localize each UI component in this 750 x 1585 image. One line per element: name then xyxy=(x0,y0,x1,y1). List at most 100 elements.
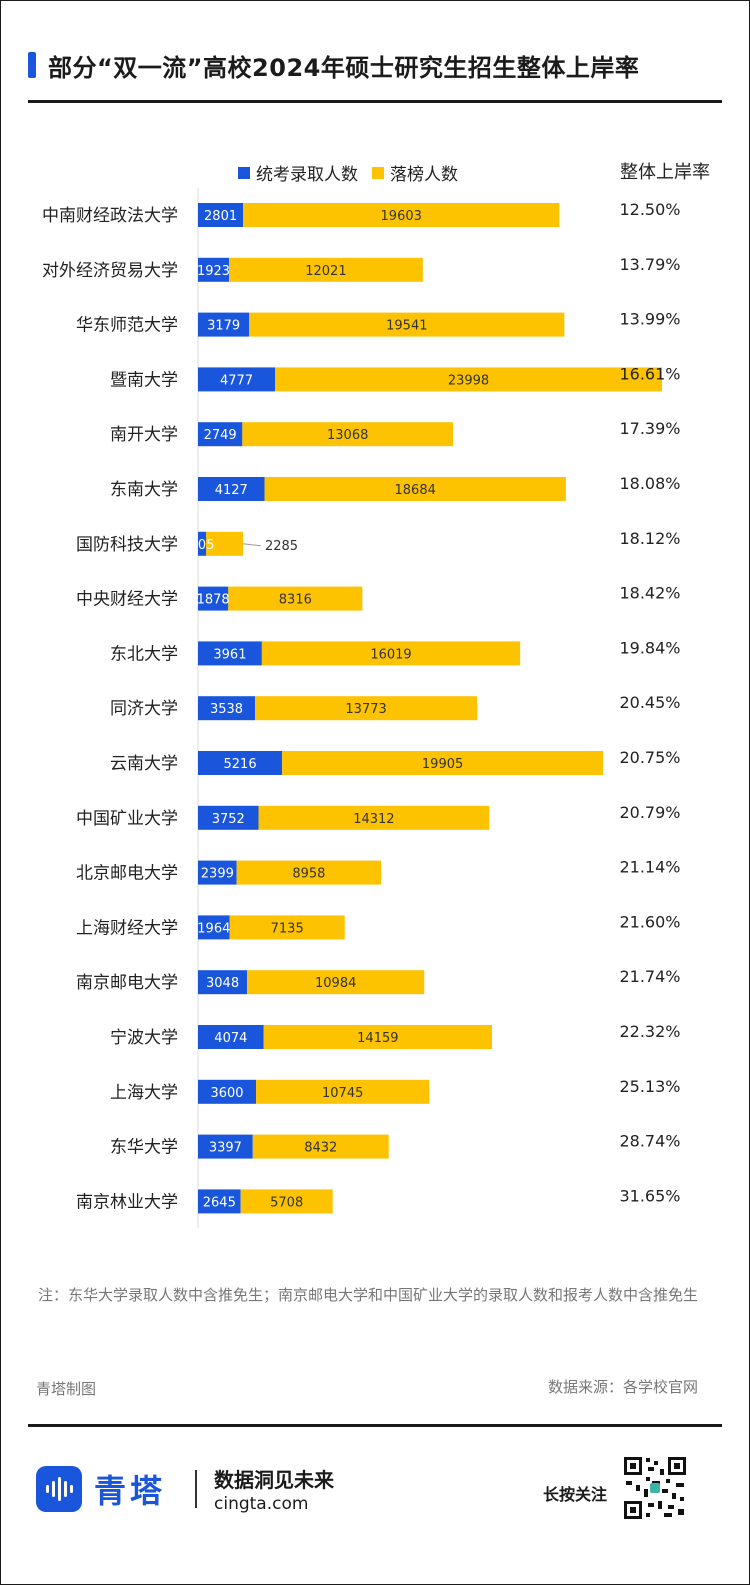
rate-value-4: 17.39% xyxy=(619,419,680,438)
follow-prompt: 长按关注 xyxy=(543,1485,608,1504)
category-label-0: 中南财经政法大学 xyxy=(42,206,178,226)
rate-value-17: 28.74% xyxy=(619,1132,680,1151)
data-label-rejected-15: 14159 xyxy=(357,1031,398,1046)
maker-credit: 青塔制图 xyxy=(36,1380,97,1398)
bar-admitted-17 xyxy=(198,1134,253,1159)
bar-admitted-16 xyxy=(198,1079,257,1104)
data-source: 数据来源：各学校官网 xyxy=(547,1378,698,1396)
rate-value-16: 25.13% xyxy=(619,1077,680,1096)
bar-admitted-11 xyxy=(198,805,259,830)
data-label-rejected-14: 10984 xyxy=(315,976,356,991)
bar-admitted-0 xyxy=(198,203,244,227)
rate-value-13: 21.60% xyxy=(619,912,680,931)
bar-admitted-10 xyxy=(198,751,283,775)
legend-swatch-rejected xyxy=(372,166,384,179)
data-label-rejected-3: 23998 xyxy=(448,373,489,388)
bar-rejected-9 xyxy=(255,696,478,721)
data-label-rejected-0: 19603 xyxy=(381,209,422,224)
data-label-admitted-7: 1878 xyxy=(197,593,230,608)
data-label-admitted-4: 2749 xyxy=(204,428,237,443)
data-label-rejected-8: 16019 xyxy=(370,647,411,662)
legend-label-rejected: 落榜人数 xyxy=(390,165,458,185)
bar-rejected-12 xyxy=(236,860,382,885)
rate-value-10: 20.75% xyxy=(619,748,680,767)
bar-rejected-10 xyxy=(282,751,604,775)
bar-admitted-5 xyxy=(198,477,265,501)
data-label-rejected-1: 12021 xyxy=(305,264,346,279)
data-label-rejected-10: 19905 xyxy=(422,757,463,772)
rate-value-11: 20.79% xyxy=(619,803,680,822)
bar-rejected-5 xyxy=(264,477,566,501)
data-label-admitted-15: 4074 xyxy=(214,1031,247,1046)
bar-rejected-6 xyxy=(206,531,243,556)
bar-admitted-12 xyxy=(198,860,237,885)
data-label-rejected-4: 13068 xyxy=(327,428,368,443)
bar-admitted-2 xyxy=(198,312,250,337)
top-divider xyxy=(28,100,722,103)
bar-admitted-14 xyxy=(198,970,248,995)
bar-rejected-17 xyxy=(252,1134,389,1159)
brand-domain: cingta.com xyxy=(214,1494,309,1514)
data-label-admitted-17: 3397 xyxy=(209,1141,242,1156)
bar-rejected-8 xyxy=(261,641,521,666)
footer-divider xyxy=(28,1424,722,1427)
rate-value-1: 13.79% xyxy=(619,255,680,274)
bar-admitted-4 xyxy=(198,422,243,447)
category-label-1: 对外经济贸易大学 xyxy=(42,261,178,281)
data-label-rejected-17: 8432 xyxy=(304,1141,337,1156)
category-label-8: 东北大学 xyxy=(110,644,178,664)
bar-rejected-3 xyxy=(275,367,662,392)
rate-value-12: 21.14% xyxy=(619,858,680,877)
bar-rejected-11 xyxy=(258,805,490,830)
category-label-7: 中央财经大学 xyxy=(76,590,178,610)
data-label-admitted-1: 1923 xyxy=(197,264,230,279)
data-label-admitted-0: 2801 xyxy=(204,209,237,224)
data-label-admitted-2: 3179 xyxy=(207,319,240,334)
rate-value-18: 31.65% xyxy=(619,1186,680,1205)
bar-admitted-1 xyxy=(198,257,230,282)
data-label-admitted-12: 2399 xyxy=(201,867,234,882)
category-label-4: 南开大学 xyxy=(110,425,178,445)
legend-item-rejected: 落榜人数 xyxy=(372,160,458,185)
data-label-admitted-10: 5216 xyxy=(224,757,257,772)
bar-admitted-6 xyxy=(198,531,207,556)
category-label-3: 暨南大学 xyxy=(110,370,178,390)
data-label-admitted-3: 4777 xyxy=(220,373,253,388)
data-label-admitted-16: 3600 xyxy=(210,1086,243,1101)
category-label-15: 宁波大学 xyxy=(110,1028,178,1048)
bar-rejected-16 xyxy=(256,1079,430,1104)
footer-separator xyxy=(195,1470,197,1508)
bar-rejected-1 xyxy=(229,257,423,282)
rate-value-14: 21.74% xyxy=(619,967,680,986)
rate-value-8: 19.84% xyxy=(619,638,680,657)
data-label-rejected-18: 5708 xyxy=(270,1195,303,1210)
footnote: 注：东华大学录取人数中含推免生；南京邮电大学和中国矿业大学的录取人数和报考人数中… xyxy=(38,1286,699,1304)
bar-admitted-8 xyxy=(198,641,262,666)
rate-value-15: 22.32% xyxy=(619,1022,680,1041)
leader-line-6 xyxy=(242,543,262,547)
bar-admitted-3 xyxy=(198,367,276,392)
data-label-admitted-5: 4127 xyxy=(215,483,248,498)
data-label-admitted-9: 3538 xyxy=(210,702,243,717)
bar-rejected-7 xyxy=(228,586,363,611)
legend-item-admitted: 统考录取人数 xyxy=(238,160,358,185)
category-label-16: 上海大学 xyxy=(110,1083,178,1103)
title-accent-bar xyxy=(28,52,36,78)
legend-swatch-admitted xyxy=(238,166,250,179)
rate-value-3: 16.61% xyxy=(619,364,680,383)
data-label-rejected-9: 13773 xyxy=(345,702,386,717)
bar-admitted-7 xyxy=(198,586,229,611)
bar-rejected-4 xyxy=(242,422,454,447)
bar-admitted-15 xyxy=(198,1025,264,1049)
data-label-admitted-14: 3048 xyxy=(206,976,239,991)
qr-code-icon[interactable] xyxy=(622,1455,688,1521)
bar-rejected-15 xyxy=(263,1025,493,1049)
brand-name: 青塔 xyxy=(94,1472,167,1510)
bar-rejected-14 xyxy=(247,970,425,995)
rate-value-6: 18.12% xyxy=(619,529,680,548)
data-label-rejected-13: 7135 xyxy=(271,921,304,936)
data-label-rejected-12: 8958 xyxy=(292,867,325,882)
rate-value-5: 18.08% xyxy=(619,474,680,493)
bar-rejected-0 xyxy=(243,203,560,227)
legend: 统考录取人数 落榜人数 xyxy=(238,160,464,185)
